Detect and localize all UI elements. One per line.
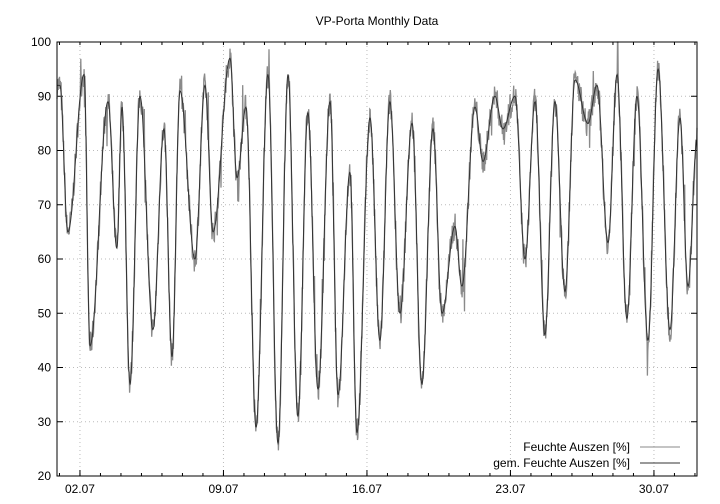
legend: Feuchte Auszen [%] gem. Feuchte Auszen […: [493, 440, 680, 470]
legend-label-0: Feuchte Auszen [%]: [523, 440, 630, 454]
x-tick-label: 30.07: [639, 482, 669, 496]
y-tick-label: 100: [31, 35, 51, 49]
plot-frame: [56, 41, 698, 477]
x-tick-label: 23.07: [495, 482, 525, 496]
y-tick-label: 50: [38, 306, 52, 320]
series-line-1: [57, 57, 698, 446]
y-tick-label: 80: [38, 144, 52, 158]
x-tick-label: 02.07: [65, 482, 95, 496]
x-tick-label: 16.07: [352, 482, 382, 496]
legend-label-1: gem. Feuchte Auszen [%]: [493, 456, 630, 470]
y-tick-label: 40: [38, 361, 52, 375]
x-tick-label: 09.07: [208, 482, 238, 496]
series-line-0: [56, 41, 698, 451]
grid: [57, 42, 697, 476]
y-tick-label: 70: [38, 198, 52, 212]
y-tick-label: 30: [38, 415, 52, 429]
y-tick-label: 20: [38, 469, 52, 483]
y-tick-label: 60: [38, 252, 52, 266]
series-lines: [56, 41, 698, 451]
axis-ticks: 20 30 40 50 60 70 80 90 100 02.07 09.07 16.07 23.07 3…: [31, 35, 697, 496]
y-tick-label: 90: [38, 89, 52, 103]
chart-title: VP-Porta Monthly Data: [316, 14, 439, 28]
